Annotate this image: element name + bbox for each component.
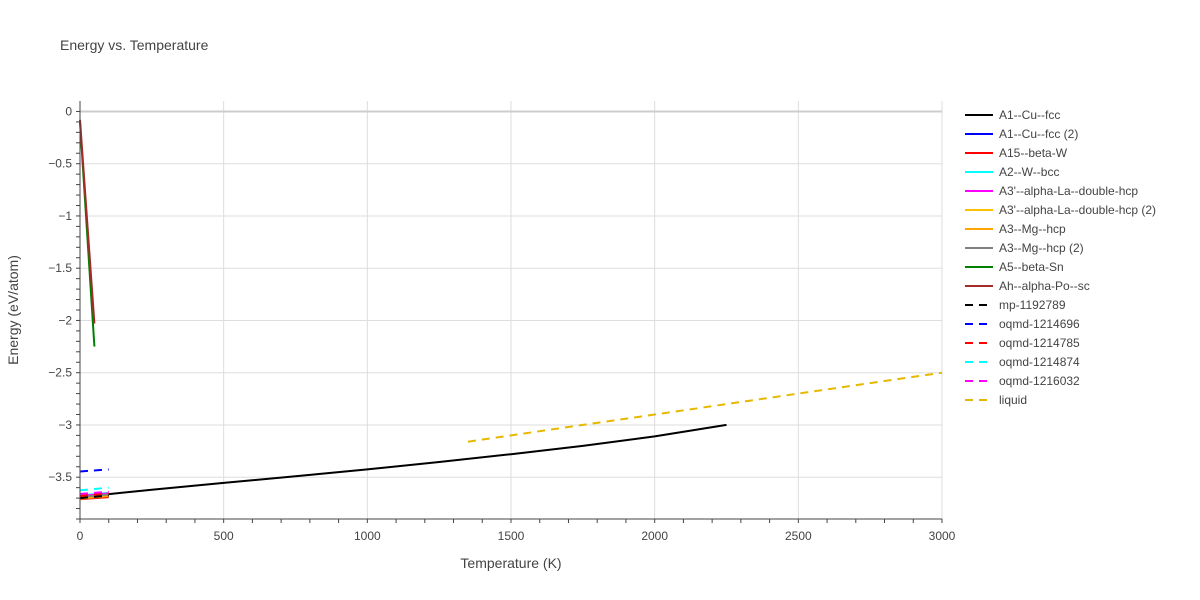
legend-label: A3'--alpha-La--double-hcp bbox=[999, 184, 1138, 198]
x-tick-label: 500 bbox=[214, 529, 234, 543]
legend-label: oqmd-1216032 bbox=[999, 374, 1080, 388]
x-axis-label: Temperature (K) bbox=[460, 555, 561, 571]
x-tick-label: 3000 bbox=[929, 529, 956, 543]
grid bbox=[80, 101, 943, 519]
x-tick-label: 1000 bbox=[354, 529, 381, 543]
series-line bbox=[79, 119, 96, 324]
y-axis-label: Energy (eV/atom) bbox=[5, 255, 21, 365]
y-tick-label: −2.5 bbox=[48, 366, 72, 380]
legend-label: A1--Cu--fcc (2) bbox=[999, 127, 1078, 141]
legend-label: liquid bbox=[999, 393, 1027, 407]
y-tick-label: −1.5 bbox=[48, 261, 72, 275]
legend-label: oqmd-1214874 bbox=[999, 355, 1080, 369]
series-line bbox=[79, 468, 109, 473]
series-layer bbox=[79, 119, 943, 501]
series-line bbox=[79, 490, 109, 495]
legend-label: A3--Mg--hcp bbox=[999, 222, 1066, 236]
legend: A1--Cu--fcc A1--Cu--fcc (2) A15--beta-W A2-… bbox=[965, 108, 1156, 407]
legend-label: mp-1192789 bbox=[999, 298, 1066, 312]
y-tick-label: −0.5 bbox=[48, 157, 72, 171]
series-line bbox=[79, 423, 727, 499]
legend-label: A1--Cu--fcc bbox=[999, 108, 1060, 122]
legend-label: oqmd-1214785 bbox=[999, 336, 1080, 350]
legend-label: A2--W--bcc bbox=[999, 165, 1059, 179]
series-line bbox=[79, 486, 109, 492]
legend-label: A5--beta-Sn bbox=[999, 260, 1064, 274]
series-line bbox=[79, 494, 109, 500]
series-line bbox=[79, 493, 109, 499]
axes: 0 500 1000 1500 2000 2500 3000 0 −0.5 −1 −1.5 −2 −2.… bbox=[48, 101, 956, 543]
y-tick-label: −3.5 bbox=[48, 470, 72, 484]
y-tick-label: 0 bbox=[65, 104, 72, 118]
x-tick-label: 0 bbox=[77, 529, 84, 543]
legend-label: A15--beta-W bbox=[999, 146, 1068, 160]
legend-label: A3'--alpha-La--double-hcp (2) bbox=[999, 203, 1156, 217]
y-tick-label: −3 bbox=[58, 418, 72, 432]
x-tick-label: 2000 bbox=[641, 529, 668, 543]
y-tick-label: −2 bbox=[58, 313, 72, 327]
series-line bbox=[467, 371, 943, 443]
y-tick-label: −1 bbox=[58, 209, 72, 223]
series-line bbox=[79, 492, 109, 497]
x-tick-label: 2500 bbox=[785, 529, 812, 543]
chart-title: Energy vs. Temperature bbox=[60, 37, 209, 53]
legend-label: A3--Mg--hcp (2) bbox=[999, 241, 1084, 255]
x-tick-label: 1500 bbox=[498, 529, 525, 543]
legend-label: oqmd-1214696 bbox=[999, 317, 1080, 331]
legend-label: Ah--alpha-Po--sc bbox=[999, 279, 1090, 293]
